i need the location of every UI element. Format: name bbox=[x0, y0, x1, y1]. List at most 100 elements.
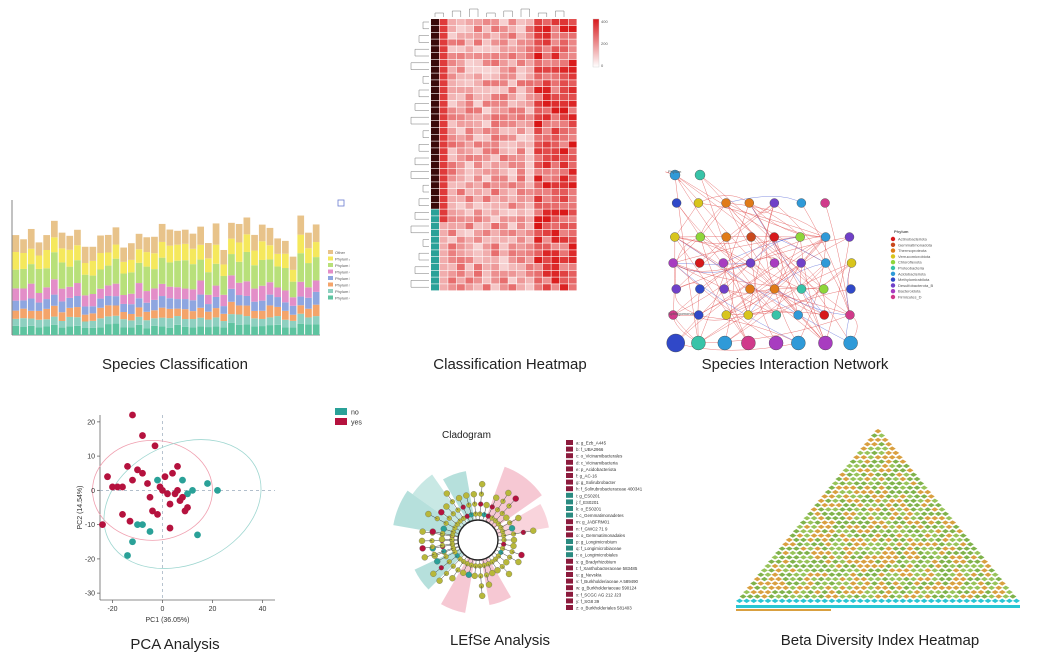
beta-heatmap-cell bbox=[874, 437, 882, 443]
beta-heatmap-cell bbox=[803, 585, 811, 590]
beta-heatmap-cell bbox=[952, 568, 960, 573]
beta-heatmap-cell bbox=[831, 542, 839, 547]
heatmap-cell bbox=[431, 257, 439, 264]
heatmap-cell bbox=[474, 121, 482, 128]
beta-heatmap-cell bbox=[792, 529, 800, 534]
heatmap-cell bbox=[499, 127, 508, 134]
heatmap-cell bbox=[517, 175, 525, 182]
stacked-bar-segment bbox=[12, 288, 20, 301]
stacked-bar-segment bbox=[89, 320, 97, 328]
beta-heatmap-cell bbox=[782, 568, 790, 573]
beta-heatmap-cell bbox=[799, 572, 807, 577]
beta-heatmap-cell bbox=[810, 516, 818, 521]
beta-heatmap-cell bbox=[799, 546, 807, 551]
heatmap-cell bbox=[439, 66, 448, 73]
beta-heatmap-cell bbox=[853, 585, 861, 590]
beta-heatmap-cell bbox=[892, 494, 900, 499]
beta-heatmap-cell bbox=[860, 472, 868, 477]
beta-heatmap-cell bbox=[775, 585, 783, 590]
network-edge bbox=[726, 288, 824, 316]
beta-heatmap-cell bbox=[764, 589, 772, 595]
scatter-point-no bbox=[179, 476, 186, 484]
cladogram-node bbox=[518, 551, 525, 559]
heatmap-cell bbox=[465, 209, 474, 216]
beta-heatmap-cell bbox=[888, 481, 896, 486]
beta-heatmap-cell bbox=[846, 489, 854, 495]
beta-heatmap-cell bbox=[888, 498, 896, 503]
beta-heatmap-cell bbox=[920, 502, 928, 508]
beta-heatmap-cell bbox=[885, 563, 893, 569]
heatmap-cell bbox=[551, 80, 560, 87]
heatmap-cell bbox=[525, 59, 534, 66]
heatmap-cell bbox=[560, 127, 568, 134]
beta-heatmap-cell bbox=[902, 568, 910, 573]
row-dendrogram-branch bbox=[410, 62, 429, 70]
heatmap-cell bbox=[456, 107, 465, 114]
heatmap-cell bbox=[517, 257, 525, 264]
beta-heatmap-cell bbox=[924, 585, 932, 590]
heatmap-cell bbox=[508, 25, 517, 32]
beta-diversity-heatmap-chart bbox=[736, 429, 1020, 611]
stacked-bar-segment bbox=[51, 279, 58, 295]
network-edge bbox=[724, 236, 734, 344]
heatmap-cell bbox=[560, 189, 568, 196]
heatmap-cell bbox=[439, 46, 448, 53]
heatmap-cell bbox=[482, 270, 491, 277]
heatmap-cell bbox=[517, 202, 525, 209]
beta-heatmap-cell bbox=[878, 563, 886, 569]
beta-heatmap-cell bbox=[956, 572, 964, 577]
cladogram-node bbox=[485, 581, 493, 588]
beta-heatmap-cell bbox=[874, 498, 882, 503]
heatmap-cell bbox=[508, 100, 517, 107]
heatmap-cell bbox=[517, 236, 525, 243]
stacked-bar-segment bbox=[51, 316, 58, 325]
heatmap-cell bbox=[517, 270, 525, 277]
heatmap-cell bbox=[439, 155, 448, 162]
heatmap-cell bbox=[431, 148, 439, 155]
heatmap-cell bbox=[448, 134, 457, 141]
heatmap-cell bbox=[551, 155, 560, 162]
heatmap-cell bbox=[482, 53, 491, 60]
beta-heatmap-cell bbox=[874, 550, 882, 556]
beta-heatmap-cell bbox=[970, 572, 978, 577]
stacked-bar-segment bbox=[243, 234, 251, 252]
beta-heatmap-cell bbox=[760, 568, 768, 573]
network-edge bbox=[673, 236, 801, 264]
legend-label: t: f_Xanthobacteraceae 583485 bbox=[576, 566, 638, 571]
beta-heatmap-cell bbox=[860, 585, 868, 590]
beta-heatmap-cell bbox=[966, 542, 974, 547]
stacked-bar-segment bbox=[66, 316, 74, 327]
heatmap-cell bbox=[439, 93, 448, 100]
cladogram-node bbox=[434, 558, 441, 565]
beta-heatmap-cell bbox=[895, 489, 903, 495]
beta-heatmap-cell bbox=[892, 485, 900, 490]
beta-heatmap-cell bbox=[874, 463, 882, 469]
heatmap-cell bbox=[525, 229, 534, 236]
beta-heatmap-cell bbox=[849, 598, 857, 603]
stacked-bar-segment bbox=[305, 232, 312, 249]
heatmap-cell bbox=[474, 229, 482, 236]
heatmap-cell bbox=[448, 243, 457, 250]
beta-heatmap-cell bbox=[860, 533, 868, 538]
heatmap-cell bbox=[439, 182, 448, 189]
beta-heatmap-cell bbox=[906, 485, 914, 490]
stacked-bar-segment bbox=[128, 320, 135, 328]
beta-heatmap-cell bbox=[885, 511, 893, 516]
stacked-bar-segment bbox=[112, 227, 120, 245]
heatmap-cell bbox=[448, 93, 457, 100]
heatmap-cell bbox=[542, 73, 551, 80]
stacked-bar-segment bbox=[205, 304, 212, 312]
cladogram-node bbox=[460, 569, 467, 576]
heatmap-cell bbox=[525, 263, 534, 270]
beta-heatmap-cell bbox=[831, 481, 839, 486]
beta-heatmap-cell bbox=[853, 489, 861, 495]
network-edge bbox=[672, 262, 777, 344]
network-edge bbox=[699, 174, 851, 344]
stacked-bar-segment bbox=[289, 305, 297, 315]
network-edge bbox=[674, 236, 749, 344]
heatmap-cell bbox=[517, 141, 525, 148]
beta-heatmap-cell bbox=[867, 437, 875, 443]
stacked-bar-segment bbox=[274, 266, 281, 288]
heatmap-cell bbox=[431, 87, 439, 94]
heatmap-cell bbox=[482, 161, 491, 168]
